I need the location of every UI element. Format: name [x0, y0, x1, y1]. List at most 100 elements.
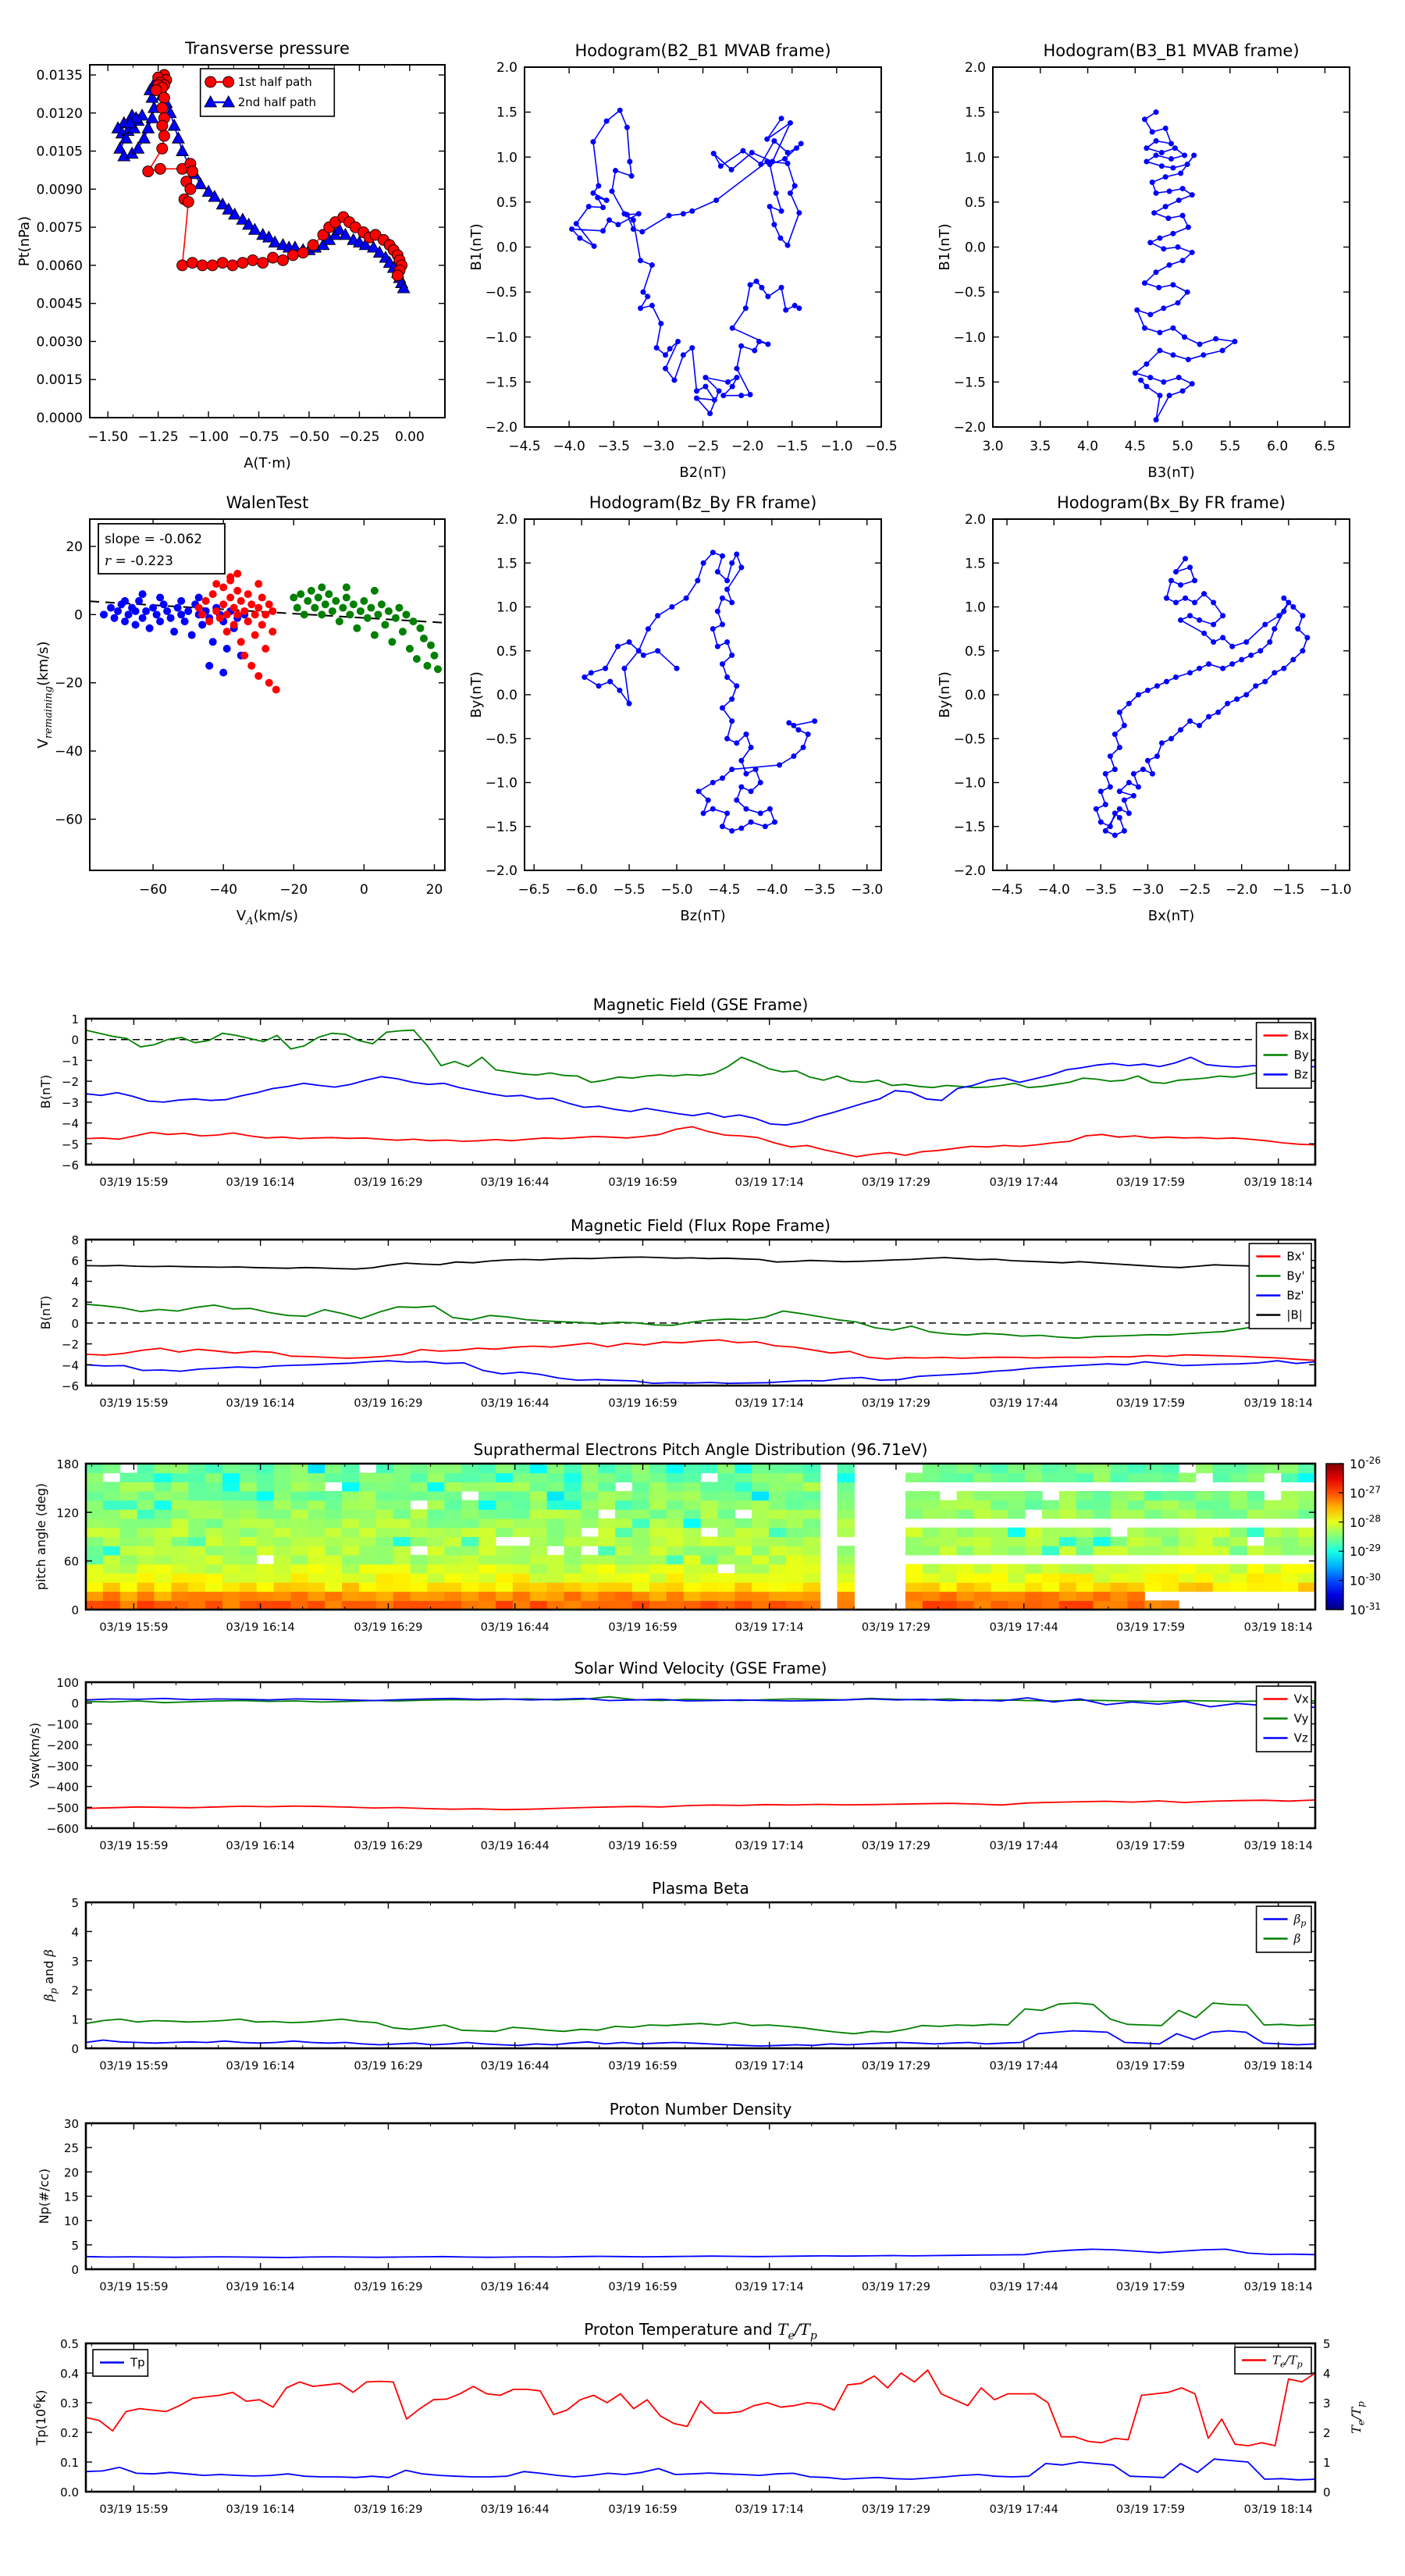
y-tick-label: 0.2: [60, 2426, 79, 2440]
y-tick-label: 5: [71, 2239, 79, 2253]
y-tick-label: 6: [71, 1254, 79, 1268]
y-tick-label: 0.4: [60, 2367, 79, 2381]
legend: βp​ β: [1255, 1905, 1312, 1953]
x-tick-label: 03/19 16:59: [608, 1176, 677, 1189]
y-axis-label: By(nT): [937, 671, 953, 717]
y-tick-label: 0.5: [60, 2337, 79, 2351]
y-tick-label: 1.5: [965, 105, 986, 121]
y-tick-label: −300: [47, 1759, 79, 1774]
x-tick-label: 03/19 16:44: [481, 1397, 550, 1410]
series-bx: [86, 1126, 1315, 1158]
x-tick-label: −2.5: [687, 439, 719, 454]
y-tick-label: −2.0: [954, 420, 986, 436]
series-te-tp: [86, 2369, 1315, 2446]
y-tick-label: −2.0: [486, 863, 518, 879]
x-tick-label: 20: [426, 882, 443, 898]
x-axis: 3.0 3.5 4.0 4.5 5.0 5.5 6.0 6.5: [982, 67, 1336, 454]
svg-text:Bx: Bx: [1294, 1029, 1309, 1043]
x-axis-label: VA(km/s): [237, 908, 298, 927]
x-tick-label: 03/19 15:59: [99, 1621, 168, 1634]
series-tp: [86, 2458, 1315, 2481]
svg-text:β: β: [1293, 1932, 1301, 1946]
x-axis-label: Bz(nT): [680, 908, 725, 924]
x-tick-label: −2.0: [1225, 882, 1257, 898]
x-tick-label: 03/19 17:59: [1116, 1397, 1185, 1410]
y-tick-label: 0.0075: [37, 220, 83, 236]
y-tick-label: 0.5: [496, 195, 518, 211]
y-tick-label: −6: [62, 1158, 79, 1172]
x-tick-label: −4.0: [553, 439, 585, 454]
series-1st-half-path: [142, 69, 408, 282]
y-tick-label: 0: [71, 1034, 79, 1048]
right-y-axis: 0 1 2 3 4 5 Te/Tp​: [1323, 2337, 1366, 2500]
x-tick-label: −1.50: [87, 429, 128, 445]
y-tick-label: −0.5: [954, 731, 986, 747]
x-axis: −60 −40 −20 0 20: [139, 519, 443, 898]
x-axis: −1.50 −1.25 −1.00 −0.75 −0.50 −0.25 0.00: [87, 65, 425, 445]
y-axis: 2.0 1.5 1.0 0.5 0.0 −0.5 −1.0 −1.5 −2.0: [486, 512, 881, 879]
x-tick-label: −3.5: [1085, 882, 1117, 898]
y-tick-label: 0.0: [496, 688, 518, 703]
y-tick-label: 1: [71, 1012, 79, 1026]
heatmap-cells: [86, 1464, 1316, 1610]
y-axis: 2.0 1.5 1.0 0.5 0.0 −0.5 −1.0 −1.5 −2.0: [954, 512, 1350, 879]
annotation-box: slope = -0.062 r = -0.223: [98, 523, 226, 575]
x-tick-label: −0.5: [865, 439, 897, 454]
y-tick-label: 0: [71, 2263, 79, 2277]
x-tick-label: 03/19 17:29: [862, 1397, 930, 1410]
x-tick-label: −3.0: [851, 882, 883, 898]
y-tick-label: 0.5: [965, 195, 986, 211]
x-tick-label: −1.0: [820, 439, 852, 454]
panel-title: Proton Number Density: [610, 2100, 792, 2119]
x-tick-label: −6.0: [565, 882, 597, 898]
y-tick-label: 1.0: [496, 150, 518, 165]
colorbar: 10-26​ 10-27​ 10-28​ 10-29​ 10-30​ 10-31​: [1325, 1455, 1381, 1617]
series-bx-: [86, 1339, 1315, 1361]
x-tick-label: −3.5: [803, 882, 835, 898]
y-tick-label: −2: [62, 1075, 79, 1089]
x-tick-label: 03/19 17:29: [862, 2503, 930, 2516]
svg-text:Vz: Vz: [1294, 1731, 1308, 1745]
panel-title: Hodogram(Bz_By FR frame): [589, 493, 817, 513]
y-tick-label: −0.5: [486, 285, 518, 301]
x-tick-label: 03/19 16:14: [226, 1397, 295, 1410]
series-green-cluster: [290, 583, 442, 674]
x-tick-label: 0.00: [395, 429, 425, 445]
x-axis: 03/19 15:59 03/19 16:14 03/19 16:29 03/19 1…: [91, 1240, 1313, 1410]
series-beta: [86, 2002, 1315, 2035]
svg-text:Vy: Vy: [1294, 1712, 1309, 1726]
y-tick-label: 20: [66, 539, 83, 555]
y-axis-label: Vsw(km/s): [27, 1723, 42, 1788]
y-tick-label: 0.0: [496, 240, 518, 256]
legend: Vx Vy Vz: [1255, 1685, 1312, 1752]
y-tick-label: 0.0: [965, 688, 986, 703]
y-tick-label: −40: [55, 744, 83, 760]
y-tick-label: 0.0105: [37, 144, 83, 160]
x-tick-label: 03/19 16:44: [481, 1840, 550, 1852]
x-axis: 03/19 15:59 03/19 16:14 03/19 16:29 03/19 1…: [91, 1902, 1313, 2073]
y-tick-label: −1.5: [954, 375, 986, 390]
x-tick-label: 03/19 17:44: [990, 1397, 1058, 1410]
y-tick-label: 0: [71, 2042, 79, 2056]
x-tick-label: 03/19 17:14: [735, 1397, 804, 1410]
panel-title: Hodogram(B2_B1 MVAB frame): [574, 41, 831, 61]
y-tick-label: 0: [74, 607, 83, 623]
x-axis: −4.5 −4.0 −3.5 −3.0 −2.5 −2.0 −1.5 −1.0: [991, 519, 1352, 898]
legend: Tp: [92, 2349, 149, 2377]
x-tick-label: 03/19 18:14: [1244, 1176, 1313, 1189]
x-tick-label: −1.25: [138, 429, 179, 445]
y-tick-label: −20: [55, 676, 83, 692]
x-tick-label: 03/19 18:14: [1244, 1397, 1313, 1410]
x-tick-label: 03/19 17:29: [862, 1840, 930, 1852]
x-tick-label: 03/19 17:14: [735, 1840, 804, 1852]
y-tick-label: 120: [56, 1506, 79, 1520]
x-tick-label: 03/19 17:44: [990, 1840, 1058, 1852]
y-axis: 0.0 0.1 0.2 0.3 0.4 0.5: [60, 2337, 1315, 2500]
x-axis: −6.5 −6.0 −5.5 −5.0 −4.5 −4.0 −3.5 −3.0: [518, 519, 883, 898]
